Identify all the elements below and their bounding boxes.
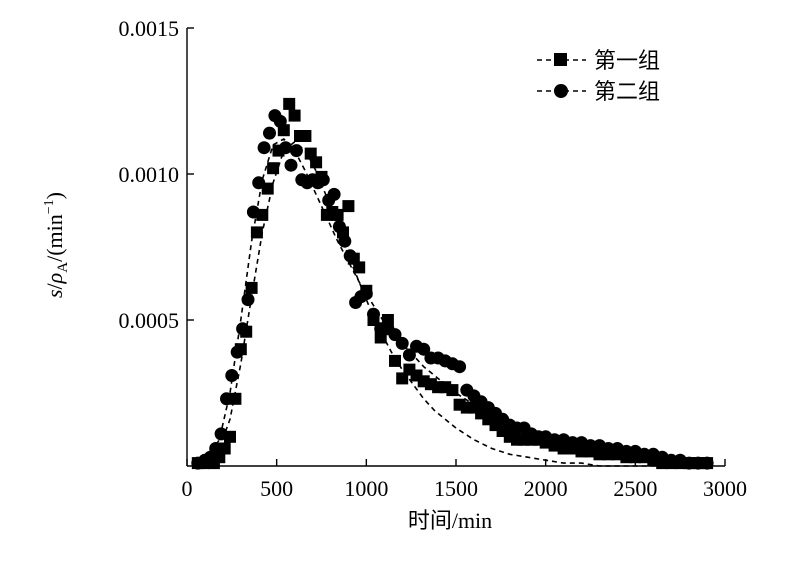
ylabel-unit-open: (min xyxy=(42,214,67,256)
circle-point xyxy=(682,456,696,470)
legend-item-series-2: 第二组 xyxy=(537,80,660,105)
x-tick-label: 2000 xyxy=(524,476,568,501)
x-tick-label: 3000 xyxy=(703,476,747,501)
circle-point xyxy=(395,336,409,350)
circle-point xyxy=(343,249,357,263)
circle-point xyxy=(584,439,597,453)
x-tick-label: 2500 xyxy=(613,476,657,501)
y-tick-label: 0.0015 xyxy=(119,16,180,41)
x-tick-label: 1000 xyxy=(344,476,388,501)
circle-point xyxy=(417,342,431,356)
square-point xyxy=(288,109,301,122)
square-point xyxy=(299,130,312,142)
x-tick-label: 500 xyxy=(260,476,293,501)
y-axis-label: s/ρA/(min−1) xyxy=(42,192,71,298)
circle-point xyxy=(566,436,580,450)
square-point xyxy=(353,261,366,274)
circle-point xyxy=(637,447,651,461)
x-tick-label: 0 xyxy=(182,476,193,501)
x-axis-label: 时间/min xyxy=(408,508,492,533)
circle-point xyxy=(230,345,244,359)
circle-point xyxy=(273,114,287,128)
circle-point xyxy=(332,220,346,234)
legend-label-2: 第二组 xyxy=(594,80,660,105)
square-point xyxy=(261,182,274,195)
circle-point xyxy=(246,205,260,219)
circle-point xyxy=(664,453,678,467)
circle-point xyxy=(252,176,266,190)
svg-text:s/ρA/(min−1): s/ρA/(min−1) xyxy=(42,192,71,298)
circle-point xyxy=(316,173,330,187)
circle-point xyxy=(548,433,562,447)
square-point xyxy=(342,200,355,213)
circle-point xyxy=(257,141,271,155)
square-point xyxy=(229,392,242,405)
circle-point xyxy=(691,456,705,470)
square-point xyxy=(245,281,258,294)
square-point xyxy=(250,226,263,239)
series-2 xyxy=(191,109,714,470)
ylabel-slash2: / xyxy=(42,255,67,262)
series-1 xyxy=(191,97,714,470)
circle-point xyxy=(359,287,373,301)
circle-point xyxy=(619,444,633,458)
circle-point xyxy=(327,187,341,201)
x-ticks: 0 500 1000 1500 2000 2500 3000 xyxy=(182,459,747,501)
circle-point xyxy=(289,144,303,158)
legend-marker-square xyxy=(554,53,567,66)
circle-point xyxy=(279,141,293,155)
legend: 第一组 第二组 xyxy=(537,49,660,105)
ylabel-sub: A xyxy=(55,262,71,273)
circle-point xyxy=(367,307,380,321)
legend-marker-circle xyxy=(554,84,568,98)
y-tick-label: 0.0010 xyxy=(119,162,180,187)
data-marks xyxy=(191,97,714,470)
circle-point xyxy=(225,369,239,382)
fit-curves xyxy=(197,138,708,467)
circle-point xyxy=(263,126,276,140)
ylabel-s: s xyxy=(42,289,67,298)
square-point xyxy=(218,442,231,455)
circle-point xyxy=(236,322,250,336)
circle-point xyxy=(338,234,352,248)
square-point xyxy=(381,314,394,326)
circle-point xyxy=(220,392,233,406)
square-point xyxy=(267,162,280,175)
ylabel-unit-sup: −1 xyxy=(42,199,57,214)
square-point xyxy=(283,97,296,110)
circle-point xyxy=(214,427,228,441)
circle-point xyxy=(241,293,255,307)
square-point xyxy=(310,156,323,169)
circle-point xyxy=(700,456,714,470)
legend-label-1: 第一组 xyxy=(594,49,660,74)
ylabel-unit-close: ) xyxy=(42,192,67,199)
circle-point xyxy=(284,158,298,172)
square-point xyxy=(331,208,344,221)
circle-point xyxy=(453,360,467,374)
ylabel-slash: / xyxy=(42,282,67,289)
legend-item-series-1: 第一组 xyxy=(537,49,660,74)
ylabel-rho: ρ xyxy=(42,273,67,285)
y-ticks: 0.0005 0.0010 0.0015 xyxy=(119,16,194,333)
square-point xyxy=(446,384,459,397)
fit-curve-2 xyxy=(197,138,708,467)
x-tick-label: 1500 xyxy=(434,476,478,501)
fit-curve-1 xyxy=(197,140,708,467)
circle-point xyxy=(402,348,416,362)
square-point xyxy=(389,354,401,367)
circle-point xyxy=(388,328,402,342)
circle-point xyxy=(209,442,223,455)
y-tick-label: 0.0005 xyxy=(119,308,180,333)
circle-point xyxy=(601,442,615,455)
